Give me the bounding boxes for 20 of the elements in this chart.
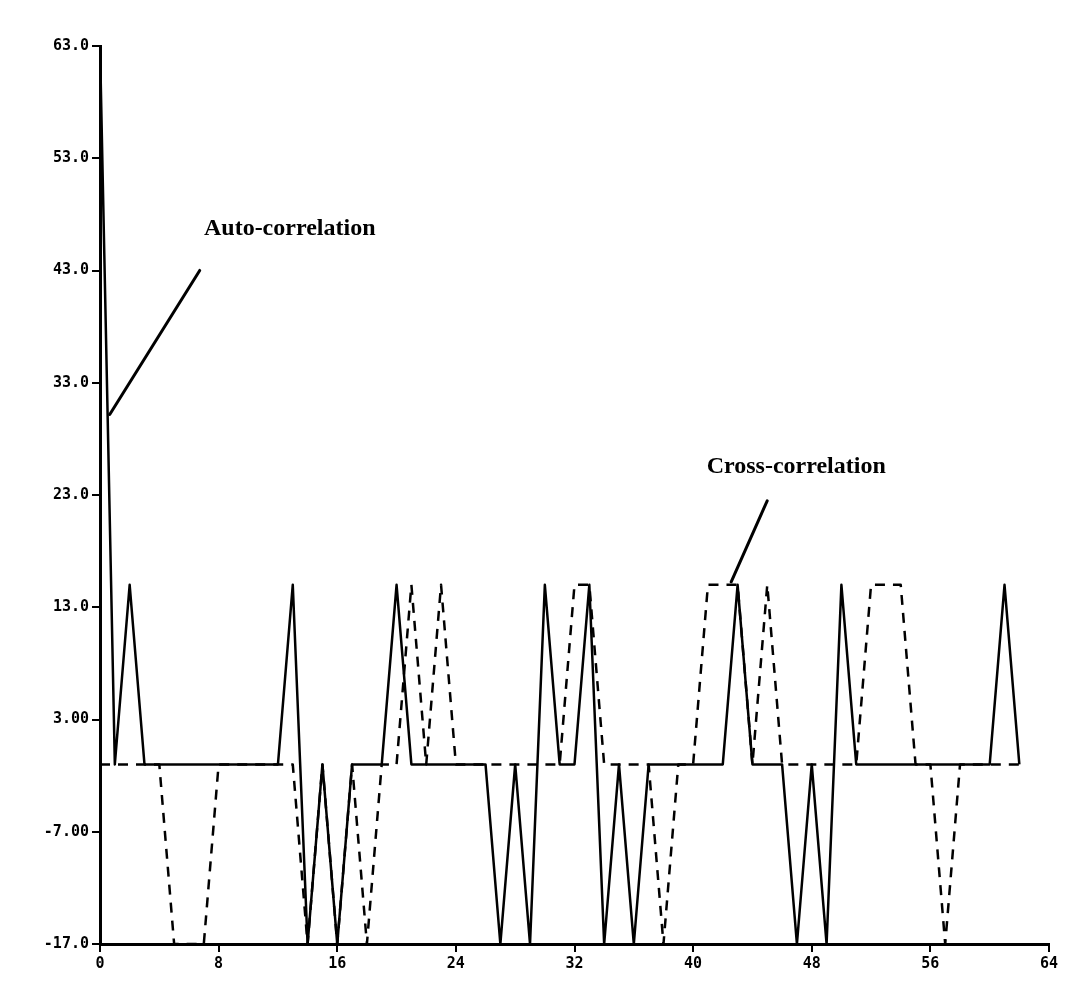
y-tick-label: 13.0: [52, 597, 89, 616]
x-tick-label: 48: [802, 953, 821, 972]
annotation: Cross-correlation: [706, 452, 886, 478]
x-tick-label: 8: [214, 953, 224, 972]
x-tick-label: 24: [446, 953, 465, 972]
y-tick-label: 63.0: [52, 35, 89, 54]
y-tick-label: 3.00: [52, 709, 89, 728]
x-tick-label: 0: [95, 953, 105, 972]
annotation: Auto-correlation: [203, 213, 376, 240]
x-tick-label: 16: [328, 953, 347, 972]
y-tick-label: 53.0: [52, 148, 89, 167]
x-tick-label: 56: [921, 953, 940, 972]
x-tick-label: 40: [684, 953, 703, 972]
y-tick-label: -7.00: [43, 821, 89, 840]
x-tick-label: 32: [565, 953, 584, 972]
x-tick-label: 64: [1039, 953, 1059, 972]
y-tick-label: -17.0: [43, 933, 89, 952]
y-tick-label: 23.0: [52, 484, 89, 503]
y-tick-label: 43.0: [52, 260, 89, 279]
y-tick-label: 33.0: [52, 372, 89, 391]
